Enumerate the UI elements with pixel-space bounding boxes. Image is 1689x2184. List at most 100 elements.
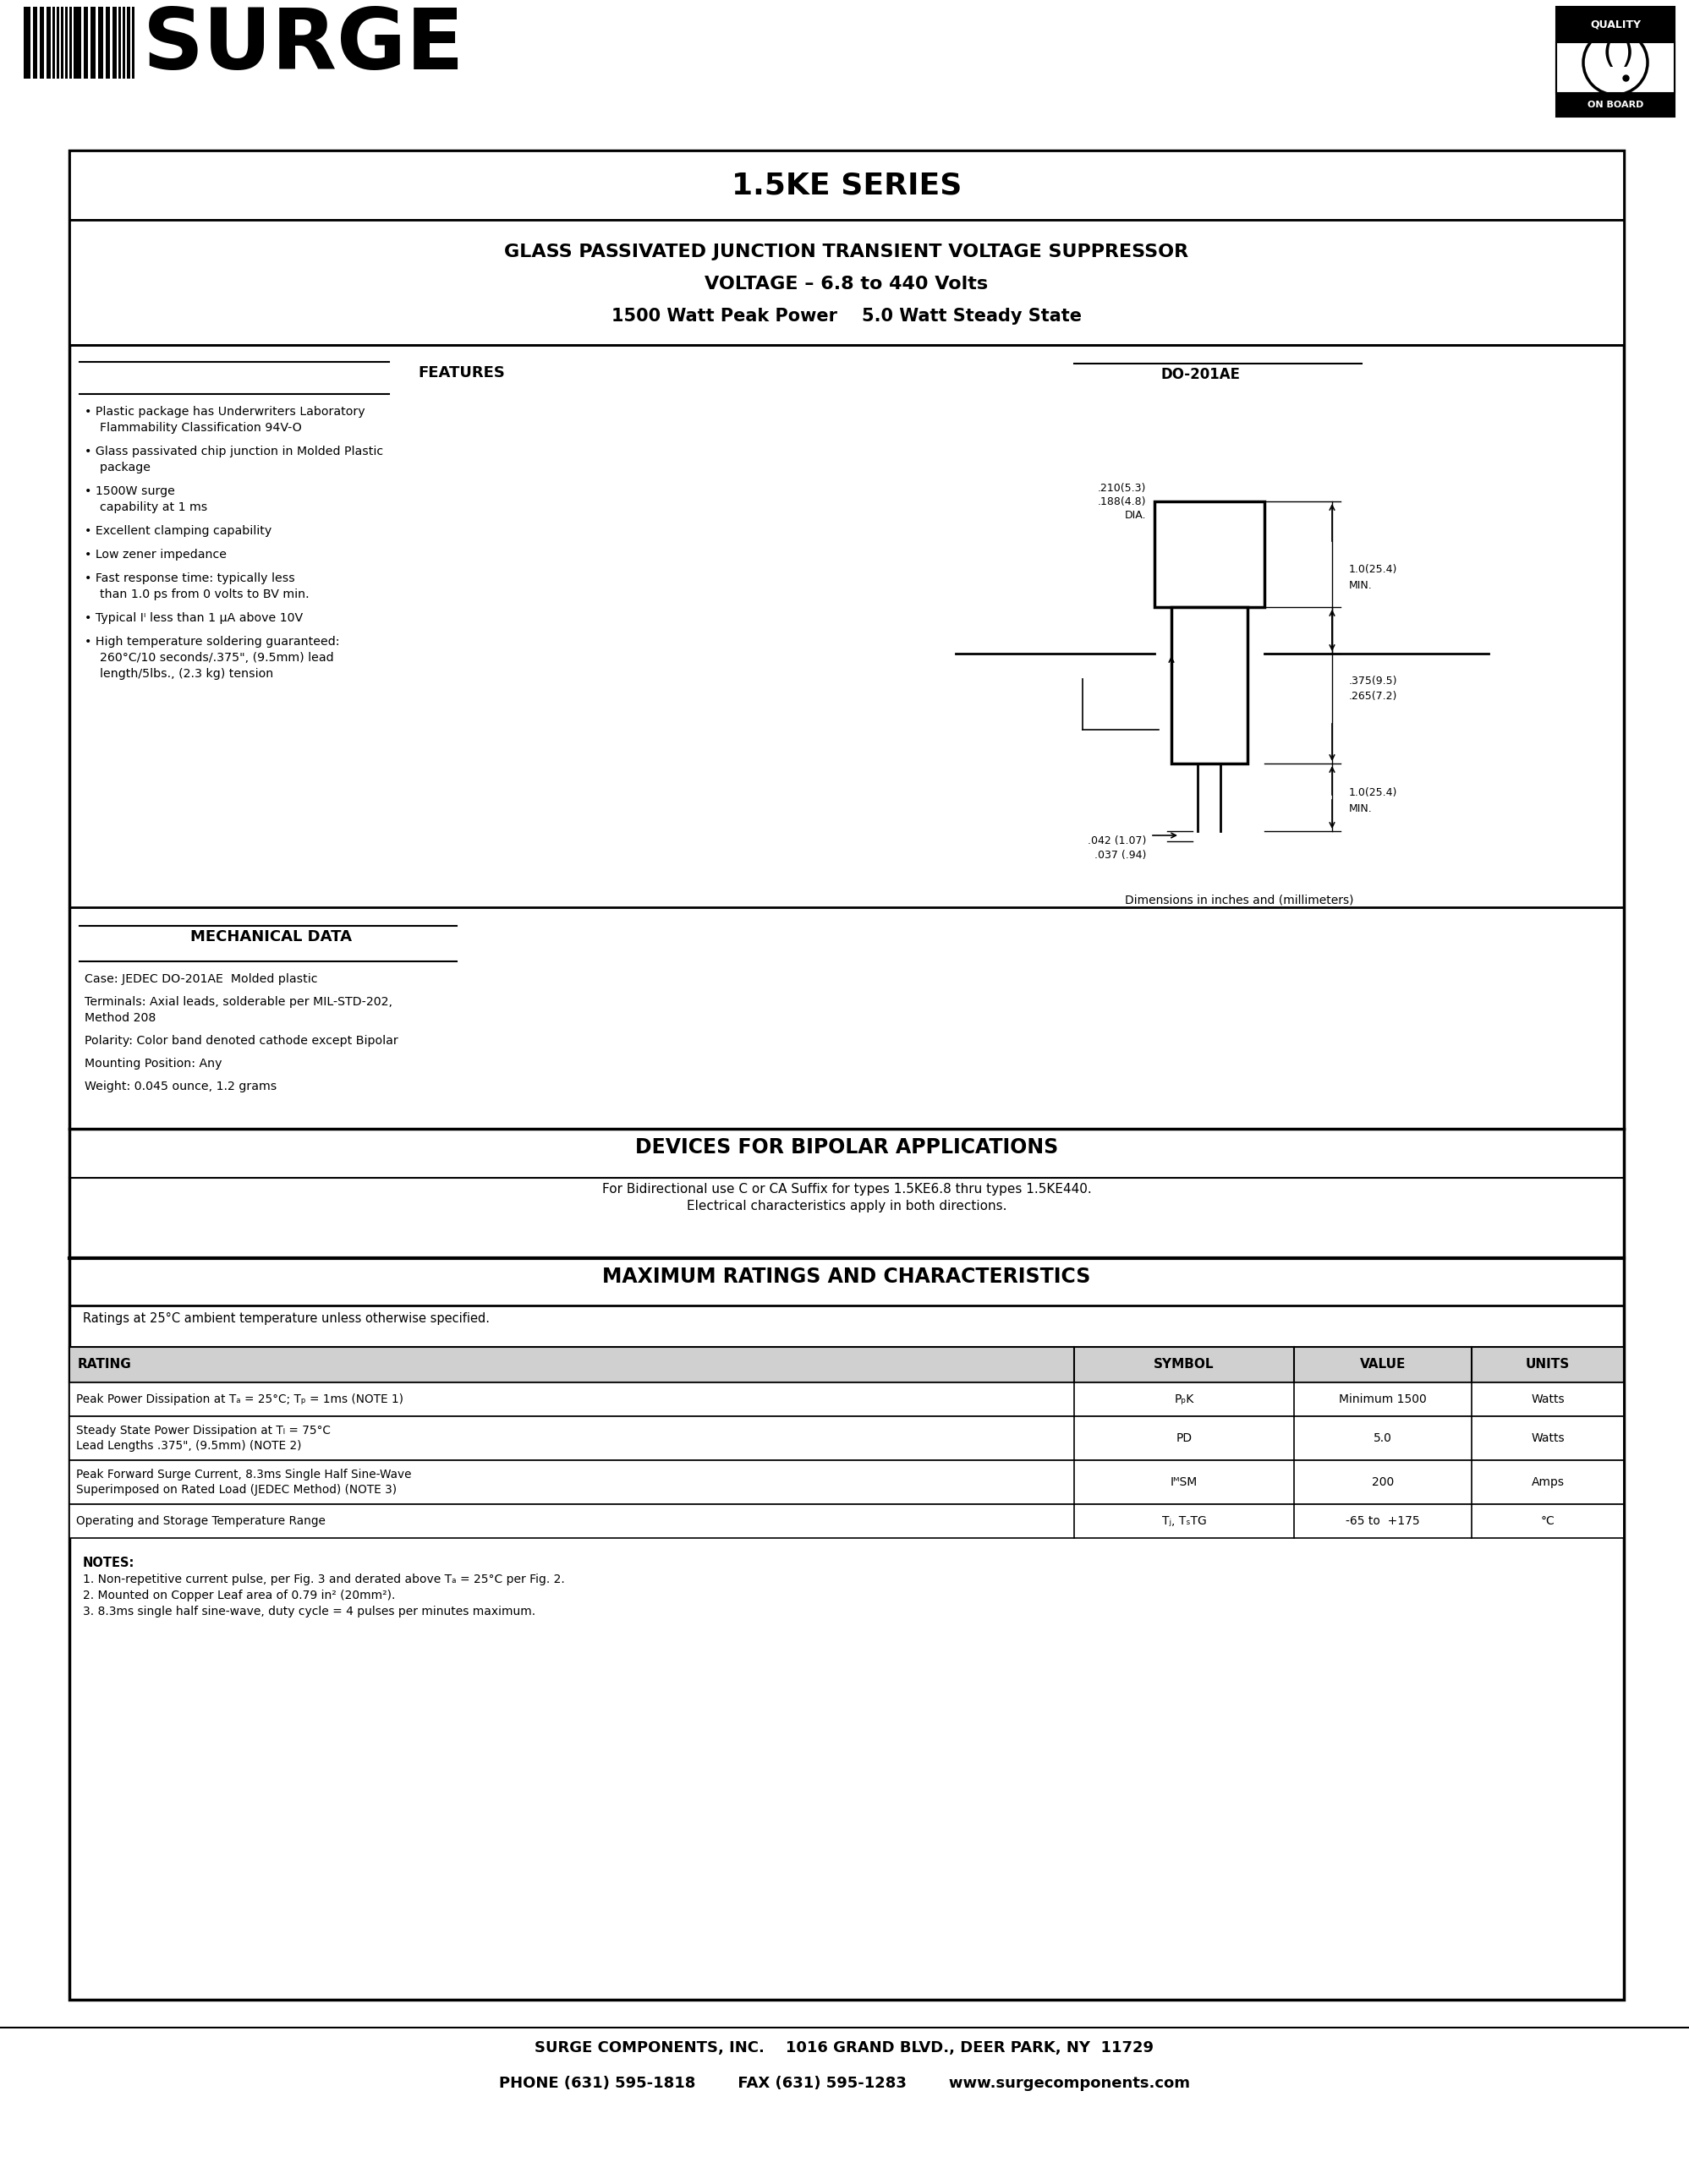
Text: .375(9.5): .375(9.5) [1350,675,1397,686]
Text: PₚK: PₚK [1174,1393,1194,1404]
Text: 5.0: 5.0 [1373,1433,1392,1444]
Text: Polarity: Color band denoted cathode except Bipolar: Polarity: Color band denoted cathode exc… [84,1035,399,1046]
Text: Superimposed on Rated Load (JEDEC Method) (NOTE 3): Superimposed on Rated Load (JEDEC Method… [76,1483,397,1496]
Bar [1172,607,1248,764]
Text: (: ( [1603,37,1615,70]
Text: VOLTAGE – 6.8 to 440 Volts: VOLTAGE – 6.8 to 440 Volts [704,275,988,293]
Text: Terminals: Axial leads, solderable per MIL-STD-202,: Terminals: Axial leads, solderable per M… [84,996,392,1007]
Text: Tⱼ, TₛTG: Tⱼ, TₛTG [1162,1516,1206,1527]
Text: VALUE: VALUE [1360,1358,1405,1372]
Bar [69,1382,1623,1415]
Bar [41,7,44,79]
Text: MIN.: MIN. [1350,804,1373,815]
Text: SYMBOL: SYMBOL [1154,1358,1214,1372]
Text: RATING: RATING [78,1358,132,1372]
Text: For Bidirectional use C or CA Suffix for types 1.5KE6.8 thru types 1.5KE440.: For Bidirectional use C or CA Suffix for… [601,1184,1091,1195]
Text: 1.5KE SERIES: 1.5KE SERIES [731,170,961,199]
Text: QUALITY: QUALITY [1589,20,1640,31]
Text: Peak Power Dissipation at Tₐ = 25°C; Tₚ = 1ms (NOTE 1): Peak Power Dissipation at Tₐ = 25°C; Tₚ … [76,1393,404,1404]
Text: package: package [84,461,150,474]
Text: Peak Forward Surge Current, 8.3ms Single Half Sine-Wave: Peak Forward Surge Current, 8.3ms Single… [76,1468,412,1481]
Bar [69,151,1623,2001]
Text: • 1500W surge: • 1500W surge [84,485,176,498]
Text: • Low zener impedance: • Low zener impedance [84,548,226,561]
Bar [1556,94,1674,116]
Bar [74,7,81,79]
Text: DIA.: DIA. [1125,509,1147,520]
Text: MIN.: MIN. [1350,581,1373,592]
Text: Lead Lengths .375", (9.5mm) (NOTE 2): Lead Lengths .375", (9.5mm) (NOTE 2) [76,1439,302,1452]
Text: °C: °C [1540,1516,1556,1527]
Bar [132,7,135,79]
Bar [69,221,1623,345]
Text: .042 (1.07): .042 (1.07) [1088,836,1147,847]
Text: PD: PD [1176,1433,1192,1444]
Text: SURGE COMPONENTS, INC.    1016 GRAND BLVD., DEER PARK, NY  11729: SURGE COMPONENTS, INC. 1016 GRAND BLVD.,… [535,2040,1154,2055]
Text: SURGE: SURGE [144,4,464,87]
Bar [69,1461,1623,1505]
Text: Method 208: Method 208 [84,1011,155,1024]
Bar [69,7,73,79]
Bar [47,7,51,79]
Text: 1. Non-repetitive current pulse, per Fig. 3 and derated above Tₐ = 25°C per Fig.: 1. Non-repetitive current pulse, per Fig… [83,1572,564,1586]
Text: • Fast response time: typically less: • Fast response time: typically less [84,572,296,585]
Bar [127,7,130,79]
Bar [69,1348,1623,1382]
Text: Minimum 1500: Minimum 1500 [1339,1393,1427,1404]
Bar [69,1415,1623,1461]
Text: Operating and Storage Temperature Range: Operating and Storage Temperature Range [76,1516,326,1527]
Text: Dimensions in inches and (millimeters): Dimensions in inches and (millimeters) [1125,895,1353,906]
Bar [123,7,125,79]
Text: capability at 1 ms: capability at 1 ms [84,502,208,513]
Text: .188(4.8): .188(4.8) [1098,496,1147,507]
Text: Electrical characteristics apply in both directions.: Electrical characteristics apply in both… [686,1199,1007,1212]
Text: length/5lbs., (2.3 kg) tension: length/5lbs., (2.3 kg) tension [84,668,274,679]
Text: than 1.0 ps from 0 volts to BV min.: than 1.0 ps from 0 volts to BV min. [84,587,309,601]
Text: Weight: 0.045 ounce, 1.2 grams: Weight: 0.045 ounce, 1.2 grams [84,1081,277,1092]
Text: • Excellent clamping capability: • Excellent clamping capability [84,524,272,537]
Text: 200: 200 [1371,1476,1393,1487]
Text: .265(7.2): .265(7.2) [1350,690,1397,701]
Bar [69,1505,1623,1538]
Bar [1556,7,1674,41]
Bar [84,7,88,79]
Bar [118,7,122,79]
Bar [24,7,30,79]
Text: DO-201AE: DO-201AE [1162,367,1241,382]
Text: .210(5.3): .210(5.3) [1098,483,1147,494]
Text: Steady State Power Dissipation at Tₗ = 75°C: Steady State Power Dissipation at Tₗ = 7… [76,1424,331,1437]
Text: ON BOARD: ON BOARD [1588,100,1643,109]
Bar [98,7,103,79]
Text: Case: JEDEC DO-201AE  Molded plastic: Case: JEDEC DO-201AE Molded plastic [84,974,318,985]
Text: MECHANICAL DATA: MECHANICAL DATA [191,928,353,943]
Bar [57,7,59,79]
Text: • Plastic package has Underwriters Laboratory: • Plastic package has Underwriters Labor… [84,406,365,417]
Text: Watts: Watts [1530,1433,1564,1444]
Text: Amps: Amps [1532,1476,1564,1487]
Text: • High temperature soldering guaranteed:: • High temperature soldering guaranteed: [84,636,339,649]
Text: FEATURES: FEATURES [419,365,505,380]
Bar [113,7,117,79]
Text: IᴹSM: IᴹSM [1170,1476,1198,1487]
Text: 1.0(25.4): 1.0(25.4) [1350,788,1397,799]
Bar [34,7,37,79]
Bar [106,7,110,79]
Text: Flammability Classification 94V-O: Flammability Classification 94V-O [84,422,302,435]
Text: • Typical Iᴵ less than 1 μA above 10V: • Typical Iᴵ less than 1 μA above 10V [84,612,302,625]
Text: ): ) [1621,37,1633,70]
Text: 260°C/10 seconds/.375", (9.5mm) lead: 260°C/10 seconds/.375", (9.5mm) lead [84,651,334,664]
Bar [91,7,96,79]
Text: NOTES:: NOTES: [83,1557,135,1570]
Text: 2. Mounted on Copper Leaf area of 0.79 in² (20mm²).: 2. Mounted on Copper Leaf area of 0.79 i… [83,1590,395,1601]
Bar [61,7,64,79]
Text: Watts: Watts [1530,1393,1564,1404]
Bar [69,151,1623,221]
Bar [1556,41,1674,94]
Text: DEVICES FOR BIPOLAR APPLICATIONS: DEVICES FOR BIPOLAR APPLICATIONS [635,1138,1059,1158]
Bar [52,7,56,79]
Text: UNITS: UNITS [1525,1358,1569,1372]
Text: Ratings at 25°C ambient temperature unless otherwise specified.: Ratings at 25°C ambient temperature unle… [83,1313,490,1326]
Text: Mounting Position: Any: Mounting Position: Any [84,1057,221,1070]
Text: • Glass passivated chip junction in Molded Plastic: • Glass passivated chip junction in Mold… [84,446,383,456]
Bar [66,7,68,79]
